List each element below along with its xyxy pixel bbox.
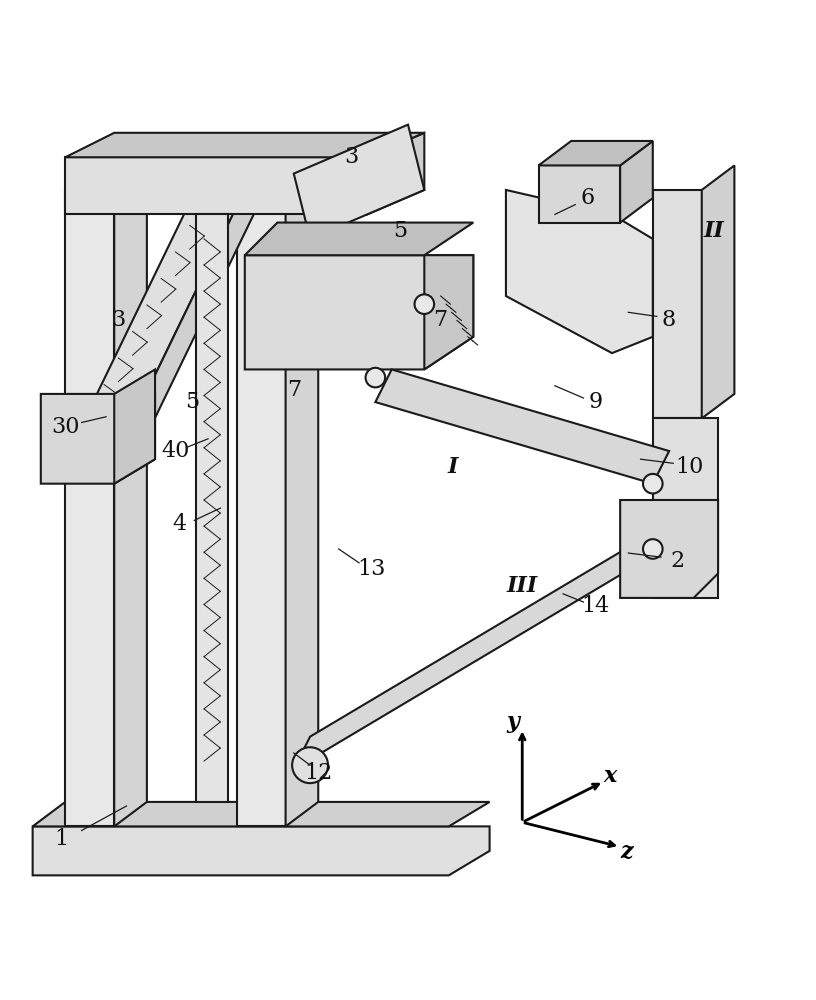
Polygon shape [33, 802, 490, 826]
Text: 14: 14 [582, 595, 610, 617]
Text: 7: 7 [433, 309, 448, 331]
Text: I: I [448, 456, 458, 478]
Polygon shape [702, 165, 734, 418]
Polygon shape [196, 214, 228, 802]
Polygon shape [114, 165, 277, 459]
Polygon shape [653, 190, 702, 418]
Text: 8: 8 [662, 309, 676, 331]
Polygon shape [245, 255, 473, 369]
Text: 10: 10 [676, 456, 703, 478]
Polygon shape [620, 141, 653, 223]
Circle shape [643, 474, 663, 493]
Polygon shape [65, 190, 245, 459]
Circle shape [415, 294, 434, 314]
Polygon shape [539, 141, 653, 165]
Text: III: III [507, 575, 538, 597]
Text: II: II [703, 220, 725, 242]
Polygon shape [65, 133, 424, 157]
Polygon shape [245, 223, 473, 255]
Circle shape [366, 368, 385, 387]
Text: 2: 2 [670, 550, 685, 572]
Polygon shape [237, 190, 286, 826]
Polygon shape [294, 125, 424, 239]
Polygon shape [375, 369, 669, 484]
Text: 12: 12 [304, 762, 332, 784]
Text: 4: 4 [172, 513, 187, 535]
Text: x: x [604, 765, 617, 787]
Polygon shape [33, 826, 490, 875]
Polygon shape [41, 394, 155, 484]
Text: 3: 3 [344, 146, 358, 168]
Text: y: y [506, 711, 519, 733]
Circle shape [643, 539, 663, 559]
Text: 5: 5 [184, 391, 199, 413]
Polygon shape [65, 190, 114, 826]
Text: 30: 30 [51, 416, 79, 438]
Text: 9: 9 [588, 391, 603, 413]
Polygon shape [506, 190, 653, 353]
Circle shape [292, 747, 328, 783]
Text: 1: 1 [54, 828, 69, 850]
Text: 6: 6 [580, 187, 595, 209]
Text: 3: 3 [111, 309, 126, 331]
Text: 5: 5 [392, 220, 407, 242]
Polygon shape [539, 165, 620, 223]
Text: 7: 7 [286, 379, 301, 401]
Polygon shape [114, 369, 155, 484]
Polygon shape [367, 133, 424, 214]
Text: z: z [620, 842, 633, 864]
Polygon shape [114, 165, 147, 826]
Polygon shape [620, 500, 718, 598]
Text: 40: 40 [162, 440, 189, 462]
Polygon shape [424, 255, 473, 369]
Polygon shape [653, 418, 718, 598]
Polygon shape [294, 533, 653, 769]
Polygon shape [286, 165, 318, 826]
Polygon shape [65, 157, 367, 214]
Text: 13: 13 [357, 558, 385, 580]
